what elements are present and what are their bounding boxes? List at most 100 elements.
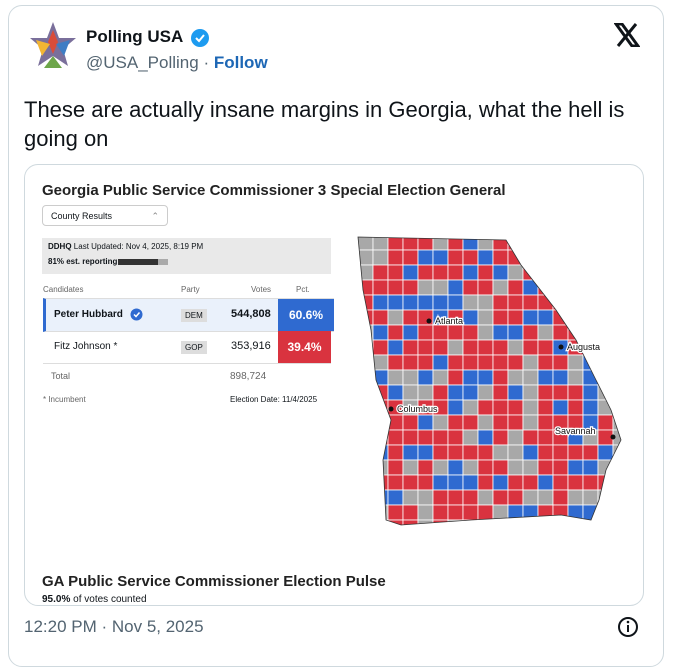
county [417,369,434,386]
county [358,489,374,506]
county [387,309,404,326]
county [462,279,479,296]
pulse-title: GA Public Service Commissioner Election … [42,573,386,590]
county [432,237,449,251]
county [552,294,569,311]
candidate: Fitz Johnson * [54,341,118,352]
x-logo[interactable] [614,23,640,47]
county [552,324,569,341]
county [492,237,509,251]
county [522,279,539,296]
avatar[interactable] [28,20,78,72]
county [597,489,614,506]
county [387,264,404,281]
county [402,279,419,296]
county [552,309,569,326]
header: Pct. [296,285,310,294]
county [537,489,554,506]
county [447,264,464,281]
county [447,399,464,416]
city-dot [610,434,616,440]
county [552,489,569,506]
county [358,519,374,525]
county [537,264,554,281]
footnote: * Incumbent [43,395,86,404]
county [492,264,509,281]
check-icon [130,308,143,321]
county [432,414,449,431]
pct: 39.4% [278,331,331,363]
county [387,324,404,341]
header: Candidates [43,285,84,294]
pct: 60.6% [278,299,334,331]
embed-title: Georgia Public Service Commissioner 3 Sp… [42,182,506,199]
embedded-image[interactable]: Georgia Public Service Commissioner 3 Sp… [24,164,644,606]
county [537,414,554,431]
county [402,429,419,446]
county [582,384,599,401]
reporting-track [118,259,168,265]
handle[interactable]: @USA_Polling [86,53,199,72]
county [447,324,464,341]
county [447,459,464,476]
county [552,249,569,266]
county [447,474,464,491]
dropdown[interactable]: County Results ⌃ [42,205,168,226]
county [507,369,524,386]
county [447,414,464,431]
county [567,294,584,311]
county [612,354,621,371]
county [582,279,599,296]
county [477,324,494,341]
county [462,474,479,491]
tweet-text: These are actually insane margins in Geo… [24,97,625,151]
county [432,474,449,491]
county [537,339,554,356]
county [582,324,599,341]
timestamp[interactable]: 12:20 PM · Nov 5, 2025 [24,617,204,636]
county [582,294,599,311]
county [612,324,621,341]
info-icon[interactable] [617,616,639,638]
city-label: Atlanta [435,316,463,326]
county [432,294,449,311]
county [372,249,389,266]
county [462,429,479,446]
county [402,294,419,311]
county [507,399,524,416]
county [358,459,374,476]
county [612,519,621,525]
county [402,324,419,341]
county [417,354,434,371]
county [372,519,389,525]
county [417,339,434,356]
county [462,444,479,461]
county [417,384,434,401]
county [402,384,419,401]
county [492,249,509,266]
county [567,324,584,341]
county [612,399,621,416]
county [492,459,509,476]
county [477,309,494,326]
author-name[interactable]: Polling USA [86,27,184,46]
county [507,384,524,401]
county [358,414,374,431]
county [402,264,419,281]
party: DEM [181,309,207,322]
county [537,369,554,386]
county [567,489,584,506]
follow-button[interactable]: Follow [213,53,268,72]
county [537,384,554,401]
county [582,369,599,386]
county [477,429,494,446]
county [567,354,584,371]
county [522,444,539,461]
county [417,249,434,266]
county [432,444,449,461]
county [477,264,494,281]
county [612,249,621,266]
county [477,414,494,431]
county [387,369,404,386]
county [358,399,374,416]
